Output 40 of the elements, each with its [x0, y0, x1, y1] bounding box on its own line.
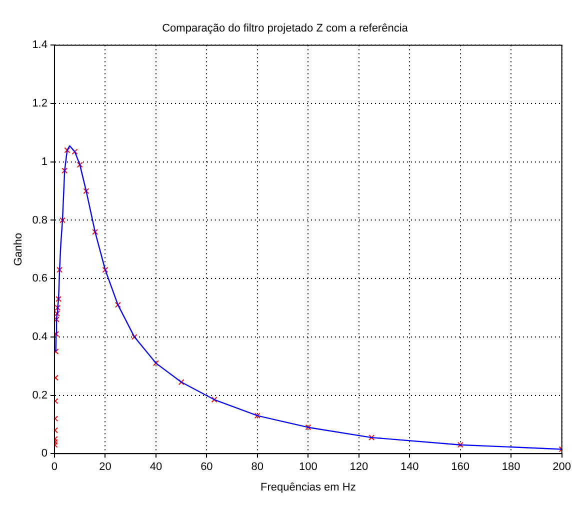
point: [305, 424, 312, 430]
x-axis-title: Frequências em Hz: [260, 481, 356, 494]
point: [60, 217, 66, 224]
x-tick-label: 140: [400, 461, 419, 474]
x-tick-label: 160: [451, 461, 470, 474]
point: [76, 162, 83, 168]
x-tick-label: 180: [502, 461, 520, 474]
point: [56, 266, 63, 273]
y-tick-label: 0: [41, 448, 48, 460]
point: [102, 266, 108, 273]
point: [83, 188, 90, 194]
x-tick-label: 120: [350, 461, 368, 474]
point: [254, 412, 260, 419]
point: [72, 148, 78, 155]
y-tick-label: 0.8: [32, 214, 48, 226]
x-tick-label: 0: [51, 461, 58, 474]
y-tick-label: 1.4: [32, 39, 48, 52]
x-tick-label: 200: [552, 461, 572, 474]
point: [211, 396, 218, 403]
chart-title: Comparação do filtro projetado Z com a referência: [162, 22, 409, 35]
y-tick-label: 0.2: [32, 389, 48, 402]
x-tick-label: 100: [298, 461, 318, 474]
point: [368, 434, 375, 441]
point: [131, 334, 138, 340]
x-tick-label: 80: [251, 461, 264, 474]
point: [56, 296, 62, 302]
point: [114, 302, 121, 308]
x-tick-label: 20: [99, 461, 112, 474]
y-tick-label: 1.2: [32, 98, 48, 110]
y-tick-label: 0.4: [32, 330, 48, 343]
point: [457, 442, 464, 448]
x-tick-label: 60: [200, 461, 213, 474]
y-tick-label: 0.6: [32, 272, 48, 285]
point: [178, 379, 184, 386]
y-tick-label: 1: [41, 156, 48, 168]
point: [64, 147, 70, 154]
point: [62, 168, 68, 174]
point: [92, 228, 98, 235]
y-axis-title: Ganho: [12, 232, 25, 266]
x-tick-label: 40: [150, 461, 162, 474]
